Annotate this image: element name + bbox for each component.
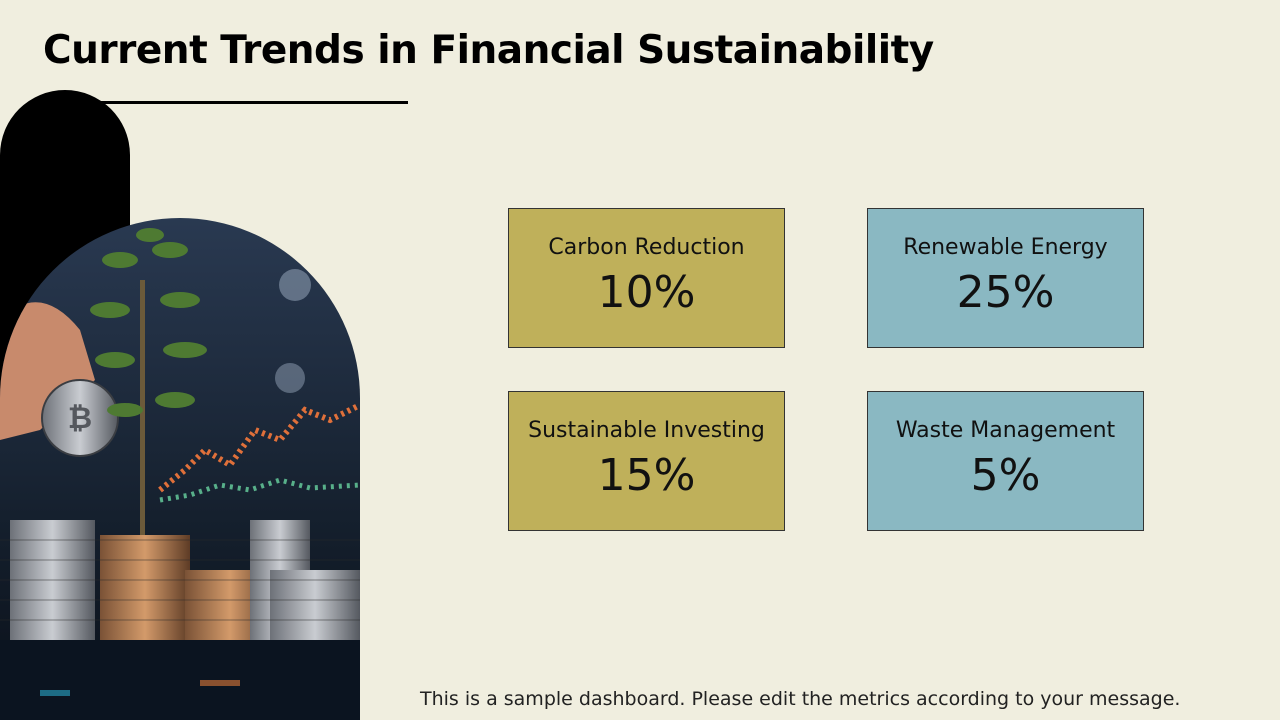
- title-rule: [95, 101, 408, 104]
- metric-label: Carbon Reduction: [548, 235, 745, 260]
- metric-label: Sustainable Investing: [528, 418, 765, 443]
- metric-card: Carbon Reduction 10%: [508, 208, 785, 348]
- metric-label: Renewable Energy: [903, 235, 1108, 260]
- photo-scene: ₿: [0, 218, 360, 720]
- metric-value: 10%: [597, 267, 696, 318]
- metric-value: 5%: [970, 450, 1041, 501]
- metric-card: Renewable Energy 25%: [867, 208, 1144, 348]
- metric-value: 25%: [956, 267, 1055, 318]
- metric-card: Sustainable Investing 15%: [508, 391, 785, 531]
- photo: ₿: [0, 90, 360, 720]
- metric-card: Waste Management 5%: [867, 391, 1144, 531]
- footer-note: This is a sample dashboard. Please edit …: [420, 688, 1181, 710]
- svg-text:₿: ₿: [68, 401, 92, 436]
- metric-value: 15%: [597, 450, 696, 501]
- metric-label: Waste Management: [895, 418, 1116, 443]
- slide-title: Current Trends in Financial Sustainabili…: [43, 28, 934, 73]
